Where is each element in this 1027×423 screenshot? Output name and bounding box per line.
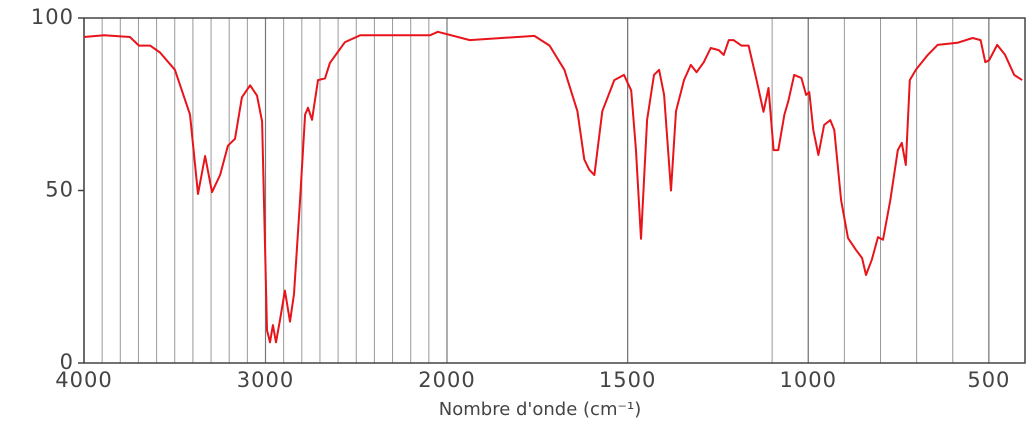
plot-area: [83, 30, 1023, 344]
x-axis-label: Nombre d'onde (cm⁻¹): [439, 399, 641, 420]
plot-frame: [83, 17, 1026, 364]
y-tick-label: 0: [60, 350, 74, 374]
x-tick-label: 3000: [237, 368, 294, 392]
x-tick-label: 2000: [418, 368, 475, 392]
x-tick-label: 500: [967, 368, 1010, 392]
x-tick-label: 4000: [55, 368, 112, 392]
x-tick-label: 1500: [599, 368, 656, 392]
grid: [78, 17, 1026, 364]
x-tick-label: 1000: [780, 368, 837, 392]
spectrum-line: [83, 30, 1023, 344]
y-tick-label: 50: [45, 178, 74, 202]
y-tick-label: 100: [31, 5, 74, 29]
